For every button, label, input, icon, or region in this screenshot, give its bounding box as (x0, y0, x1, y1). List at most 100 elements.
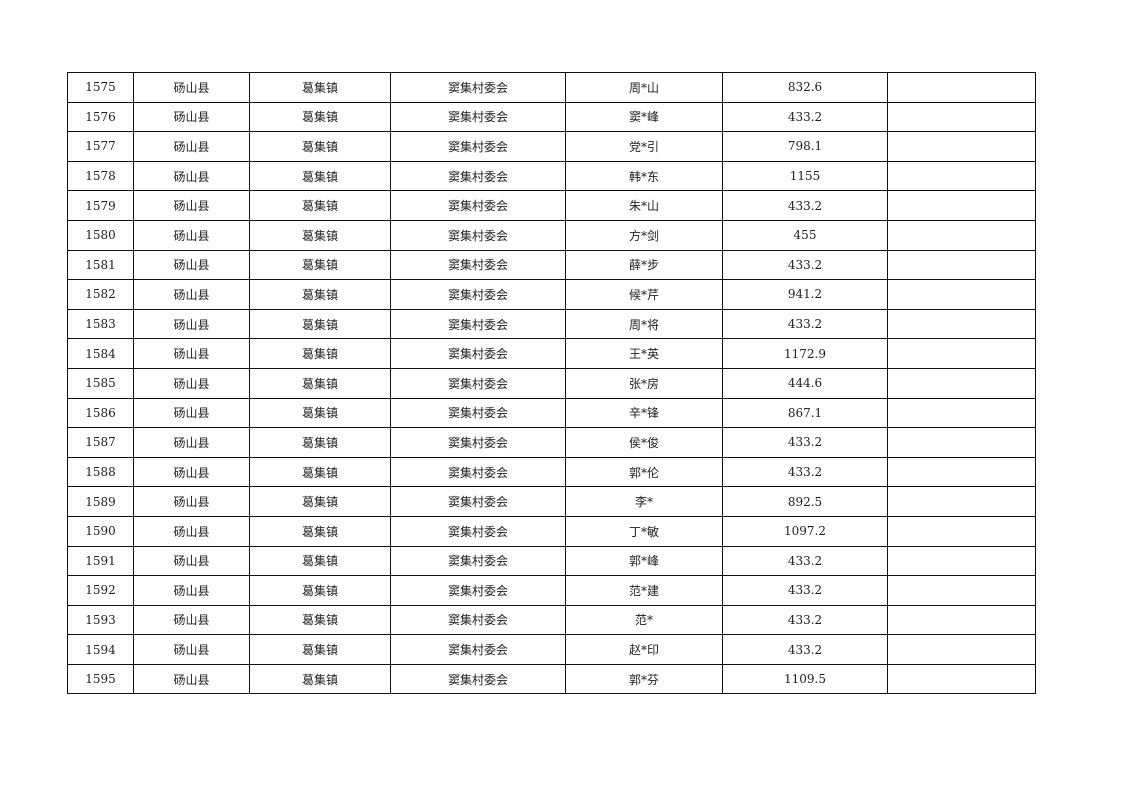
county-cell: 砀山县 (133, 427, 250, 458)
town-cell: 葛集镇 (249, 367, 391, 399)
town-cell: 葛集镇 (249, 308, 391, 340)
row-number-cell: 1579 (67, 190, 134, 221)
town-cell: 葛集镇 (249, 515, 391, 547)
person-name-cell: 张*房 (565, 367, 723, 399)
table-row: 1576 砀山县 葛集镇 窦集村委会 窦*峰 433.2 (67, 101, 1036, 133)
county-cell: 砀山县 (133, 160, 250, 192)
person-name-cell: 薛*步 (565, 249, 723, 281)
town-cell: 葛集镇 (249, 338, 391, 369)
person-name-cell: 候*芹 (565, 279, 723, 310)
row-number-cell: 1593 (67, 604, 134, 636)
amount-cell: 433.2 (722, 604, 888, 636)
county-cell: 砀山县 (133, 397, 250, 429)
person-name-cell: 赵*印 (565, 634, 723, 665)
village-committee-cell: 窦集村委会 (390, 279, 566, 310)
row-number-cell: 1589 (67, 486, 134, 517)
amount-cell: 433.2 (722, 456, 888, 488)
county-cell: 砀山县 (133, 634, 250, 665)
remarks-cell (887, 397, 1036, 429)
row-number-cell: 1580 (67, 219, 134, 251)
town-cell: 葛集镇 (249, 249, 391, 281)
amount-cell: 433.2 (722, 575, 888, 606)
remarks-cell (887, 663, 1036, 695)
county-cell: 砀山县 (133, 604, 250, 636)
row-number-cell: 1576 (67, 101, 134, 133)
county-cell: 砀山县 (133, 219, 250, 251)
county-cell: 砀山县 (133, 515, 250, 547)
person-name-cell: 辛*锋 (565, 397, 723, 429)
person-name-cell: 郭*芬 (565, 663, 723, 695)
amount-cell: 832.6 (722, 72, 888, 103)
county-cell: 砀山县 (133, 367, 250, 399)
county-cell: 砀山县 (133, 131, 250, 162)
village-committee-cell: 窦集村委会 (390, 604, 566, 636)
amount-cell: 433.2 (722, 427, 888, 458)
amount-cell: 1097.2 (722, 515, 888, 547)
remarks-cell (887, 249, 1036, 281)
table-row: 1583 砀山县 葛集镇 窦集村委会 周*将 433.2 (67, 308, 1036, 340)
remarks-cell (887, 190, 1036, 221)
county-cell: 砀山县 (133, 486, 250, 517)
village-committee-cell: 窦集村委会 (390, 219, 566, 251)
table-row: 1588 砀山县 葛集镇 窦集村委会 郭*伦 433.2 (67, 456, 1036, 488)
town-cell: 葛集镇 (249, 190, 391, 221)
village-committee-cell: 窦集村委会 (390, 634, 566, 665)
row-number-cell: 1578 (67, 160, 134, 192)
amount-cell: 1155 (722, 160, 888, 192)
row-number-cell: 1575 (67, 72, 134, 103)
person-name-cell: 窦*峰 (565, 101, 723, 133)
amount-cell: 433.2 (722, 308, 888, 340)
remarks-cell (887, 160, 1036, 192)
village-committee-cell: 窦集村委会 (390, 72, 566, 103)
county-cell: 砀山县 (133, 72, 250, 103)
remarks-cell (887, 279, 1036, 310)
person-name-cell: 丁*敏 (565, 515, 723, 547)
amount-cell: 455 (722, 219, 888, 251)
row-number-cell: 1583 (67, 308, 134, 340)
town-cell: 葛集镇 (249, 634, 391, 665)
county-cell: 砀山县 (133, 575, 250, 606)
table-row: 1578 砀山县 葛集镇 窦集村委会 韩*东 1155 (67, 160, 1036, 192)
table-row: 1585 砀山县 葛集镇 窦集村委会 张*房 444.6 (67, 367, 1036, 399)
county-cell: 砀山县 (133, 190, 250, 221)
person-name-cell: 郭*峰 (565, 545, 723, 577)
amount-cell: 433.2 (722, 190, 888, 221)
village-committee-cell: 窦集村委会 (390, 190, 566, 221)
amount-cell: 433.2 (722, 249, 888, 281)
remarks-cell (887, 131, 1036, 162)
town-cell: 葛集镇 (249, 279, 391, 310)
row-number-cell: 1584 (67, 338, 134, 369)
table-row: 1590 砀山县 葛集镇 窦集村委会 丁*敏 1097.2 (67, 515, 1036, 547)
row-number-cell: 1595 (67, 663, 134, 695)
remarks-cell (887, 545, 1036, 577)
table-row: 1589 砀山县 葛集镇 窦集村委会 李* 892.5 (67, 486, 1036, 517)
table-row: 1592 砀山县 葛集镇 窦集村委会 范*建 433.2 (67, 575, 1036, 606)
person-name-cell: 范* (565, 604, 723, 636)
village-committee-cell: 窦集村委会 (390, 338, 566, 369)
village-committee-cell: 窦集村委会 (390, 515, 566, 547)
county-cell: 砀山县 (133, 545, 250, 577)
amount-cell: 433.2 (722, 634, 888, 665)
person-name-cell: 党*引 (565, 131, 723, 162)
town-cell: 葛集镇 (249, 131, 391, 162)
county-cell: 砀山县 (133, 279, 250, 310)
person-name-cell: 朱*山 (565, 190, 723, 221)
remarks-cell (887, 634, 1036, 665)
remarks-cell (887, 101, 1036, 133)
town-cell: 葛集镇 (249, 604, 391, 636)
row-number-cell: 1590 (67, 515, 134, 547)
amount-cell: 1172.9 (722, 338, 888, 369)
town-cell: 葛集镇 (249, 545, 391, 577)
town-cell: 葛集镇 (249, 575, 391, 606)
village-committee-cell: 窦集村委会 (390, 160, 566, 192)
row-number-cell: 1592 (67, 575, 134, 606)
person-name-cell: 郭*伦 (565, 456, 723, 488)
town-cell: 葛集镇 (249, 397, 391, 429)
amount-cell: 941.2 (722, 279, 888, 310)
row-number-cell: 1581 (67, 249, 134, 281)
amount-cell: 798.1 (722, 131, 888, 162)
table-row: 1579 砀山县 葛集镇 窦集村委会 朱*山 433.2 (67, 190, 1036, 221)
remarks-cell (887, 308, 1036, 340)
person-name-cell: 侯*俊 (565, 427, 723, 458)
remarks-cell (887, 219, 1036, 251)
